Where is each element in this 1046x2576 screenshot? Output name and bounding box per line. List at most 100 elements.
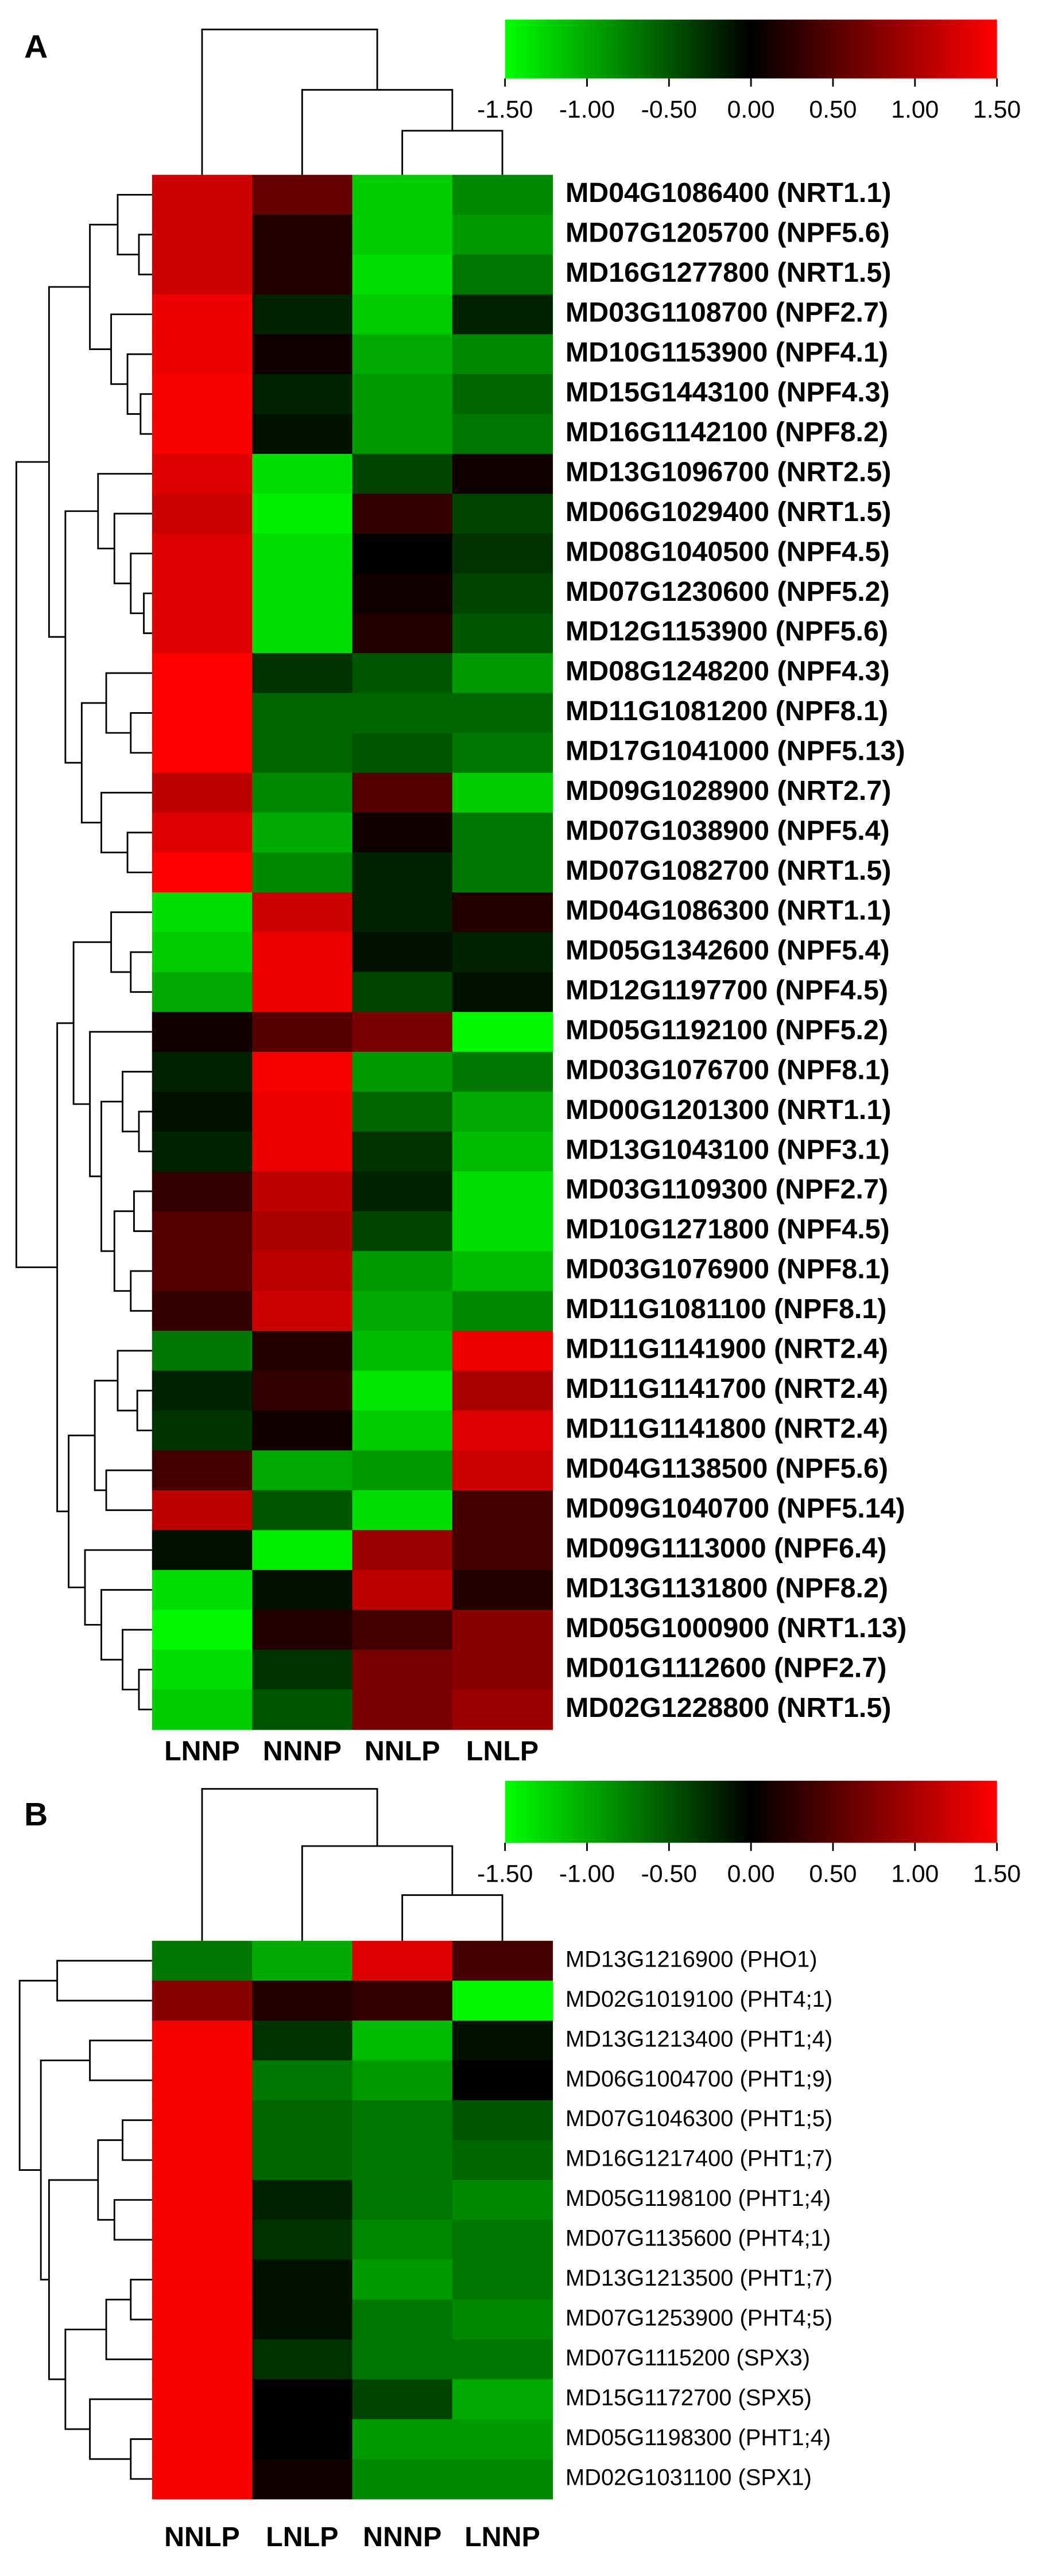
heatmap-cell <box>252 1171 353 1212</box>
heatmap-cell <box>452 254 553 295</box>
heatmap-cell <box>352 1530 453 1571</box>
heatmap-cell <box>452 693 553 733</box>
heatmap-cell <box>352 613 453 654</box>
heatmap-cell <box>252 334 353 375</box>
heatmap-cell <box>252 494 353 534</box>
row-label: MD02G1228800 (NRT1.5) <box>565 1692 891 1723</box>
dendrogram-branch <box>100 1101 123 1252</box>
heatmap-cell <box>152 1530 253 1571</box>
heatmap-cell <box>352 1131 453 1172</box>
heatmap-cell <box>452 1251 553 1292</box>
row-label: MD04G1086300 (NRT1.1) <box>565 895 891 926</box>
heatmap-cell <box>152 1411 253 1451</box>
heatmap-cell <box>152 1051 253 1093</box>
colorbar-tick-label: -1.00 <box>559 96 615 123</box>
heatmap-cell <box>252 693 353 733</box>
dendrogram-branch <box>126 832 152 873</box>
row-label: MD10G1271800 (NPF4.5) <box>565 1214 890 1245</box>
heatmap-cell <box>352 494 453 534</box>
heatmap-cell <box>452 733 553 774</box>
heatmap-cell <box>352 2100 453 2141</box>
heatmap-cell <box>152 494 253 534</box>
heatmap-cell <box>252 972 353 1013</box>
dendrogram-branch <box>301 1845 454 1941</box>
heatmap-cell <box>352 852 453 893</box>
heatmap-cell <box>152 653 253 694</box>
heatmap-cell <box>152 1450 253 1491</box>
dendrogram-branch <box>130 2279 152 2321</box>
colorbar-tick-label: -1.00 <box>559 1860 615 1888</box>
heatmap-cell <box>452 1980 553 2021</box>
row-label: MD06G1004700 (PHT1;9) <box>565 2066 832 2092</box>
dendrogram-branch <box>72 941 111 1105</box>
heatmap-cell <box>152 1291 253 1331</box>
heatmap-cell <box>452 453 553 495</box>
heatmap-cell <box>152 533 253 574</box>
dendrogram-branch <box>100 791 152 853</box>
row-label: MD05G1198100 (PHT1;4) <box>565 2186 831 2211</box>
heatmap-cell <box>352 2299 453 2340</box>
heatmap-cell <box>452 1012 553 1052</box>
heatmap-cell <box>252 733 353 774</box>
heatmap-cell <box>452 1490 553 1531</box>
column-label: LNNP <box>464 2521 540 2552</box>
heatmap-cell <box>352 733 453 774</box>
column-label: NNNP <box>263 1736 342 1767</box>
dendrogram-branch <box>122 1629 152 1691</box>
dendrogram-branch <box>105 672 152 734</box>
heatmap-cell <box>352 1569 453 1611</box>
heatmap-cell <box>152 334 253 375</box>
heatmap-cell <box>452 2220 553 2260</box>
heatmap-cell <box>352 2419 453 2460</box>
row-label: MD13G1213500 (PHT1;7) <box>565 2266 832 2291</box>
row-label: MD09G1028900 (NRT2.7) <box>565 775 891 806</box>
heatmap-cell <box>352 2459 453 2500</box>
heatmap-cell <box>252 1649 353 1691</box>
heatmap-cell <box>352 1490 453 1531</box>
heatmap-cell <box>352 174 453 215</box>
colorbar-tick-label: 0.00 <box>727 96 775 123</box>
row-label: MD09G1040700 (NPF5.14) <box>565 1493 905 1524</box>
row-label: MD13G1131800 (NPF8.2) <box>565 1572 888 1603</box>
heatmap-cell <box>352 1012 453 1052</box>
heatmap-cell <box>452 1689 553 1730</box>
dendrogram-branch <box>201 1788 378 1941</box>
heatmap-cell <box>452 2100 553 2141</box>
heatmap-cell <box>452 1530 553 1571</box>
row-label: MD15G1443100 (NPF4.3) <box>565 376 890 407</box>
colorbar-tick-label: -1.50 <box>477 1860 533 1888</box>
heatmap-cell <box>352 1450 453 1491</box>
heatmap-cell <box>352 1649 453 1691</box>
heatmap-cell <box>352 334 453 375</box>
heatmap-cell <box>352 2021 453 2061</box>
heatmap-cell <box>252 2179 353 2221</box>
heatmap-cell <box>352 1980 453 2021</box>
heatmap-cell <box>452 174 553 215</box>
heatmap-cell <box>352 1610 453 1650</box>
heatmap-cell <box>352 414 453 454</box>
heatmap-cell <box>252 254 353 295</box>
heatmap-cell <box>152 374 253 415</box>
colorbar-tick-label: 0.50 <box>809 1860 857 1888</box>
heatmap-cell <box>352 653 453 694</box>
heatmap-cell <box>252 1941 353 1981</box>
heatmap-cell <box>352 2060 453 2101</box>
dendrogram-branch <box>122 2119 152 2161</box>
heatmap-cell <box>152 174 253 215</box>
heatmap-cell <box>252 1450 353 1491</box>
row-label: MD13G1043100 (NPF3.1) <box>565 1134 890 1165</box>
dendrogram-branch <box>89 1031 152 1178</box>
colorbar-tick-label: 1.50 <box>973 1860 1021 1888</box>
row-label: MD11G1141700 (NRT2.4) <box>565 1373 888 1404</box>
row-label: MD05G1342600 (NPF5.4) <box>565 935 890 966</box>
heatmap-cell <box>152 254 253 295</box>
heatmap-cell <box>452 374 553 415</box>
heatmap-cell <box>252 1091 353 1132</box>
heatmap-cell <box>152 733 253 774</box>
heatmap-cell <box>152 2299 253 2340</box>
heatmap-cell <box>252 1490 353 1531</box>
heatmap-cell <box>252 2339 353 2380</box>
heatmap-cell <box>352 932 453 973</box>
heatmap-cell <box>352 1941 453 1981</box>
